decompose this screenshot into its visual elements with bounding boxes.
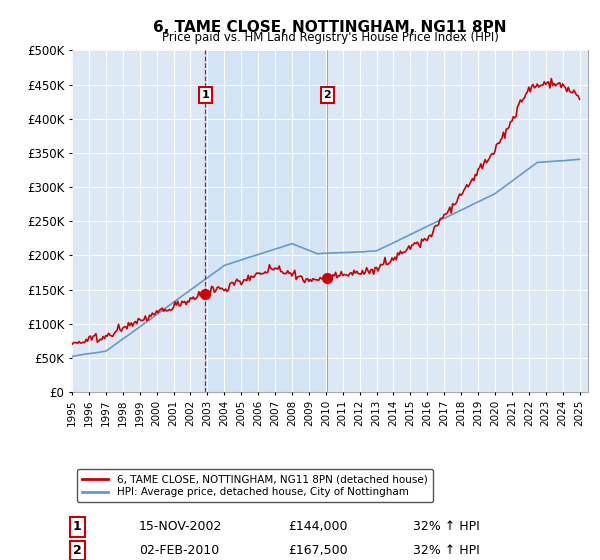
Legend: 6, TAME CLOSE, NOTTINGHAM, NG11 8PN (detached house), HPI: Average price, detach: 6, TAME CLOSE, NOTTINGHAM, NG11 8PN (det…: [77, 469, 433, 502]
Text: 1: 1: [202, 90, 209, 100]
Text: 02-FEB-2010: 02-FEB-2010: [139, 544, 220, 557]
Text: 2: 2: [73, 544, 82, 557]
Text: 1: 1: [73, 520, 82, 534]
Bar: [205, 50, 327, 392]
Text: 6, TAME CLOSE, NOTTINGHAM, NG11 8PN: 6, TAME CLOSE, NOTTINGHAM, NG11 8PN: [153, 20, 507, 35]
Text: £144,000: £144,000: [289, 520, 348, 534]
Text: 32% ↑ HPI: 32% ↑ HPI: [413, 544, 479, 557]
Text: Price paid vs. HM Land Registry's House Price Index (HPI): Price paid vs. HM Land Registry's House …: [161, 31, 499, 44]
Text: 2: 2: [323, 90, 331, 100]
Text: £167,500: £167,500: [289, 544, 349, 557]
Text: 32% ↑ HPI: 32% ↑ HPI: [413, 520, 479, 534]
Text: 15-NOV-2002: 15-NOV-2002: [139, 520, 223, 534]
